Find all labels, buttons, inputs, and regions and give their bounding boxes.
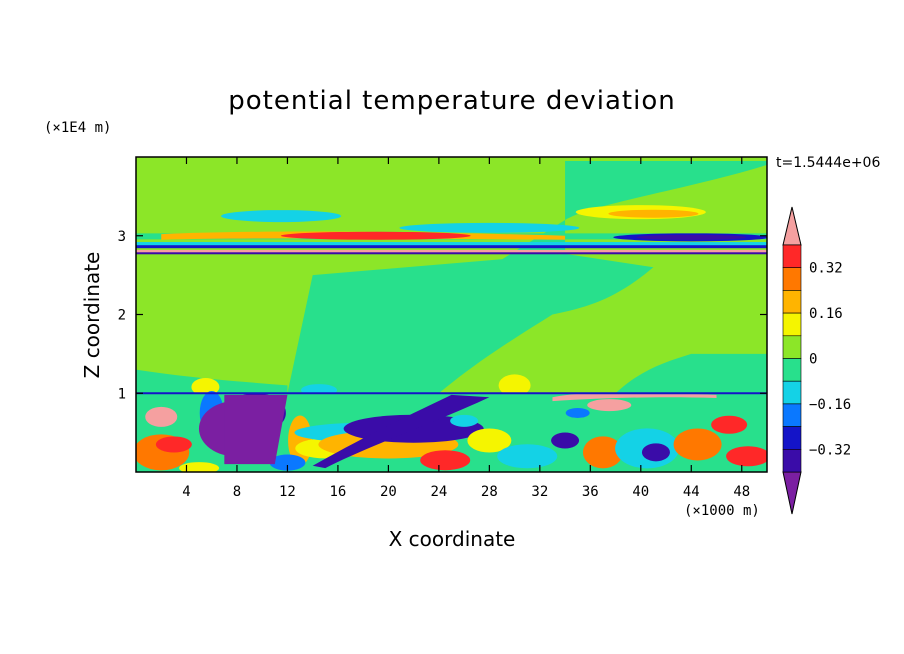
turbulence-cell bbox=[497, 444, 558, 469]
colorbar-swatch bbox=[782, 426, 802, 450]
colorbar-swatch bbox=[782, 403, 802, 427]
colorbar-label: 0.16 bbox=[809, 306, 843, 322]
field-band bbox=[136, 252, 767, 255]
x-tick-label: 24 bbox=[430, 484, 447, 500]
x-axis-label: X coordinate bbox=[0, 527, 904, 551]
y-tick-label: 1 bbox=[118, 386, 126, 402]
field-band bbox=[136, 245, 767, 249]
colorbar-label: 0 bbox=[809, 352, 817, 368]
x-tick-label: 28 bbox=[481, 484, 498, 500]
chart-title: potential temperature deviation bbox=[228, 86, 676, 116]
turbulence-cell bbox=[641, 443, 670, 462]
turbulence-cell bbox=[269, 454, 306, 471]
turbulence-cell bbox=[145, 406, 178, 427]
turbulence-cell bbox=[551, 432, 580, 449]
turbulence-band bbox=[312, 394, 490, 469]
field-blob bbox=[608, 209, 699, 218]
heatmap-field bbox=[136, 157, 767, 472]
colorbar-swatch bbox=[782, 267, 802, 291]
time-label: t=1.5444e+06 bbox=[776, 155, 881, 171]
turbulence-cell bbox=[450, 414, 479, 427]
colorbar-swatch bbox=[782, 290, 802, 314]
turbulence-cell bbox=[420, 450, 471, 471]
turbulence-cell bbox=[582, 436, 623, 469]
colorbar-label: 0.32 bbox=[809, 261, 843, 277]
x-tick-label: 16 bbox=[329, 484, 346, 500]
turbulence-cell bbox=[179, 462, 220, 472]
colorbar-swatch bbox=[782, 358, 802, 382]
x-tick-label: 12 bbox=[279, 484, 296, 500]
turbulence-cell bbox=[711, 415, 748, 434]
x-axis-label-text: X coordinate bbox=[388, 527, 516, 551]
colorbar-swatch bbox=[782, 312, 802, 337]
turbulence-band bbox=[224, 394, 288, 465]
colorbar-swatch bbox=[782, 380, 802, 405]
field-region bbox=[287, 253, 654, 394]
y-axis-ticks: 1 2 3 bbox=[118, 229, 767, 402]
field-band bbox=[636, 234, 747, 240]
x-tick-label: 40 bbox=[632, 484, 649, 500]
x-axis-ticks: 4 8 12 16 20 24 28 32 36 40 44 48 bbox=[182, 157, 750, 500]
x-tick-label: 4 bbox=[182, 484, 190, 500]
field-region bbox=[615, 353, 767, 394]
turbulence-cell bbox=[565, 407, 590, 418]
x-tick-label: 8 bbox=[233, 484, 241, 500]
field-blob bbox=[221, 210, 342, 223]
turbulence-cell bbox=[673, 428, 722, 461]
colorbar-swatch bbox=[782, 335, 802, 359]
y-axis-multiplier: (×1E4 m) bbox=[44, 120, 112, 136]
cloud-top-line bbox=[136, 392, 767, 395]
field-band bbox=[136, 242, 767, 247]
turbulence-cell bbox=[726, 446, 767, 467]
turbulence-cell bbox=[467, 428, 512, 453]
x-tick-label: 36 bbox=[582, 484, 599, 500]
turbulence-cell bbox=[155, 436, 192, 453]
x-axis-multiplier: (×1000 m) bbox=[684, 503, 760, 519]
colorbar-extend-bottom bbox=[782, 471, 802, 515]
field-band bbox=[280, 231, 471, 240]
x-tick-label: 44 bbox=[683, 484, 700, 500]
colorbar-swatch bbox=[782, 244, 802, 269]
colorbar-label: −0.32 bbox=[809, 442, 851, 458]
x-tick-label: 32 bbox=[531, 484, 548, 500]
colorbar: 0.32 0.16 0 −0.16 −0.32 bbox=[782, 206, 851, 515]
field-blob bbox=[498, 374, 531, 397]
turbulence-band bbox=[552, 392, 717, 402]
field-blob bbox=[399, 222, 580, 233]
turbulence-cell bbox=[587, 399, 632, 412]
colorbar-label: −0.16 bbox=[809, 397, 851, 413]
field-band bbox=[136, 249, 767, 253]
y-tick-label: 3 bbox=[118, 229, 126, 245]
colorbar-extend-top bbox=[782, 206, 802, 246]
colorbar-swatch bbox=[782, 448, 802, 473]
x-tick-label: 48 bbox=[733, 484, 750, 500]
x-tick-label: 20 bbox=[380, 484, 397, 500]
y-tick-label: 2 bbox=[118, 308, 126, 324]
